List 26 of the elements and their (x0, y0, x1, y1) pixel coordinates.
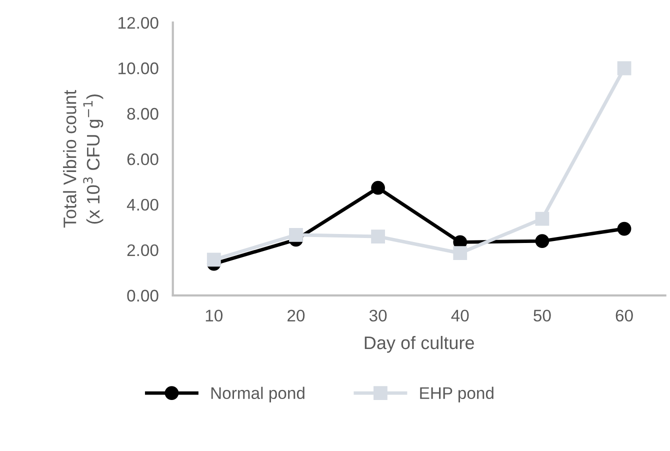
y-tick-label: 0.00 (127, 290, 158, 302)
legend-label: Normal pond (211, 386, 304, 402)
x-tick-label: 20 (288, 310, 305, 322)
legend-label: EHP pond (420, 386, 494, 402)
point (617, 222, 632, 236)
point (617, 61, 632, 76)
y-tick-label: 10.00 (118, 62, 158, 74)
y-tick-label: 12.00 (118, 16, 158, 29)
point (535, 234, 550, 248)
y-tick-label: 8.00 (127, 108, 158, 120)
y-tick-label: 6.00 (127, 153, 158, 166)
point (289, 228, 303, 242)
x-tick-label: 40 (451, 310, 469, 322)
x-tick-label: 60 (616, 310, 633, 322)
x-tick-label: 10 (206, 310, 223, 322)
x-tick-label: 30 (369, 310, 387, 322)
point (371, 230, 385, 244)
point (535, 212, 550, 226)
y-tick-label: 4.00 (126, 198, 158, 211)
x-axis-title: Day of culture (364, 336, 474, 353)
point (371, 180, 385, 195)
point (453, 246, 468, 260)
point (206, 252, 221, 267)
x-tick-label: 50 (534, 310, 551, 322)
y-tick-label: 2.00 (127, 244, 158, 256)
y-axis-title: Total Vibrio count (x 10$^{3}$ CFU g$^{−1}$) (63, 90, 104, 228)
